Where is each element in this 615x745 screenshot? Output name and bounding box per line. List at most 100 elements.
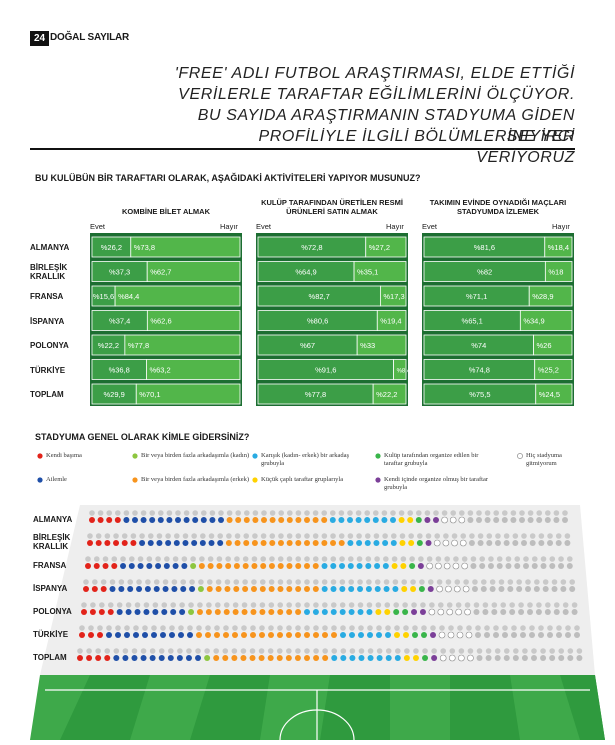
legend-label: Bir veya birden fazla arkadaşımla (erkek… bbox=[141, 476, 250, 483]
seat bbox=[348, 579, 355, 585]
dot-group bbox=[391, 563, 407, 569]
seat bbox=[295, 648, 301, 654]
dot-group bbox=[340, 632, 391, 638]
dot bbox=[277, 563, 284, 569]
dot bbox=[464, 608, 471, 616]
dot bbox=[424, 517, 431, 523]
dot bbox=[161, 609, 168, 615]
value-label: %26 bbox=[537, 341, 552, 350]
seat bbox=[338, 533, 345, 539]
seat bbox=[540, 648, 546, 654]
dot bbox=[304, 586, 310, 592]
dot bbox=[376, 655, 383, 661]
seat bbox=[200, 533, 206, 539]
dot bbox=[356, 563, 363, 569]
dot-group bbox=[321, 586, 399, 592]
seat bbox=[121, 533, 128, 539]
seat bbox=[509, 602, 515, 608]
seat bbox=[374, 579, 381, 585]
seat bbox=[374, 556, 380, 562]
seat bbox=[407, 510, 414, 516]
dot bbox=[106, 517, 113, 523]
bar-segment bbox=[146, 359, 241, 380]
seat bbox=[409, 556, 415, 562]
dot bbox=[451, 539, 458, 547]
dot bbox=[356, 540, 363, 546]
dot bbox=[140, 517, 147, 523]
legend-swatch bbox=[252, 453, 258, 459]
seat bbox=[348, 602, 355, 608]
seat bbox=[564, 533, 571, 539]
dot bbox=[136, 586, 143, 592]
dot bbox=[461, 562, 468, 570]
seat bbox=[486, 533, 493, 539]
dot-group bbox=[428, 608, 471, 616]
seat bbox=[531, 655, 537, 661]
seat bbox=[295, 625, 301, 631]
dot bbox=[295, 540, 302, 546]
row-label: İSPANYA bbox=[30, 316, 65, 326]
dot-group bbox=[416, 540, 423, 546]
seat bbox=[489, 579, 496, 585]
seat bbox=[268, 625, 274, 631]
dot-group bbox=[411, 609, 426, 615]
seat bbox=[454, 579, 461, 585]
seat bbox=[391, 533, 397, 539]
seat bbox=[477, 540, 484, 546]
dot bbox=[442, 539, 450, 547]
dot bbox=[446, 608, 454, 616]
seat bbox=[529, 533, 536, 539]
seat bbox=[106, 625, 112, 631]
seat bbox=[269, 510, 276, 516]
seat bbox=[523, 563, 529, 569]
dot bbox=[223, 609, 230, 615]
chart-title: TAKIMIN EVİNDE OYNADIĞI MAÇLARI STADYUMD… bbox=[429, 198, 567, 216]
seat bbox=[511, 632, 517, 638]
seat bbox=[446, 602, 453, 608]
pitch-lines bbox=[45, 689, 590, 741]
seat bbox=[444, 556, 450, 562]
dot bbox=[422, 655, 429, 661]
bar-segment bbox=[544, 236, 573, 258]
seat bbox=[277, 579, 284, 585]
seat bbox=[551, 586, 558, 592]
seat bbox=[223, 602, 230, 608]
seat bbox=[102, 556, 109, 562]
dot-group bbox=[398, 517, 414, 523]
value-label: %8,4 bbox=[397, 369, 411, 375]
dot-group bbox=[426, 562, 468, 570]
dot bbox=[286, 517, 293, 523]
legend-swatch bbox=[517, 453, 523, 459]
dot bbox=[322, 632, 328, 638]
dot bbox=[241, 609, 248, 615]
dot bbox=[433, 539, 441, 547]
dot-group bbox=[427, 586, 434, 592]
dot bbox=[259, 632, 265, 638]
seat bbox=[553, 510, 560, 516]
seat bbox=[330, 579, 337, 585]
seat bbox=[498, 586, 505, 592]
seat bbox=[278, 510, 285, 516]
dot bbox=[286, 563, 293, 569]
seat bbox=[519, 510, 525, 516]
seat bbox=[143, 602, 150, 608]
seat bbox=[330, 602, 337, 608]
dot-group bbox=[401, 586, 417, 592]
value-label: %25,2 bbox=[538, 366, 559, 375]
dot bbox=[182, 540, 189, 546]
seat bbox=[192, 510, 198, 516]
seat bbox=[100, 579, 107, 585]
dot-group bbox=[399, 540, 415, 546]
seat bbox=[381, 510, 388, 516]
seat bbox=[538, 533, 545, 539]
legend-label: Hiç stadyuma gitmiyorum bbox=[526, 452, 562, 467]
seat bbox=[367, 648, 374, 654]
dot bbox=[231, 655, 238, 661]
dot bbox=[88, 632, 94, 638]
dot-group bbox=[415, 517, 422, 523]
seat bbox=[268, 579, 275, 585]
seat bbox=[199, 556, 205, 562]
seat bbox=[156, 533, 163, 539]
seat bbox=[529, 632, 535, 638]
dot bbox=[249, 655, 256, 661]
